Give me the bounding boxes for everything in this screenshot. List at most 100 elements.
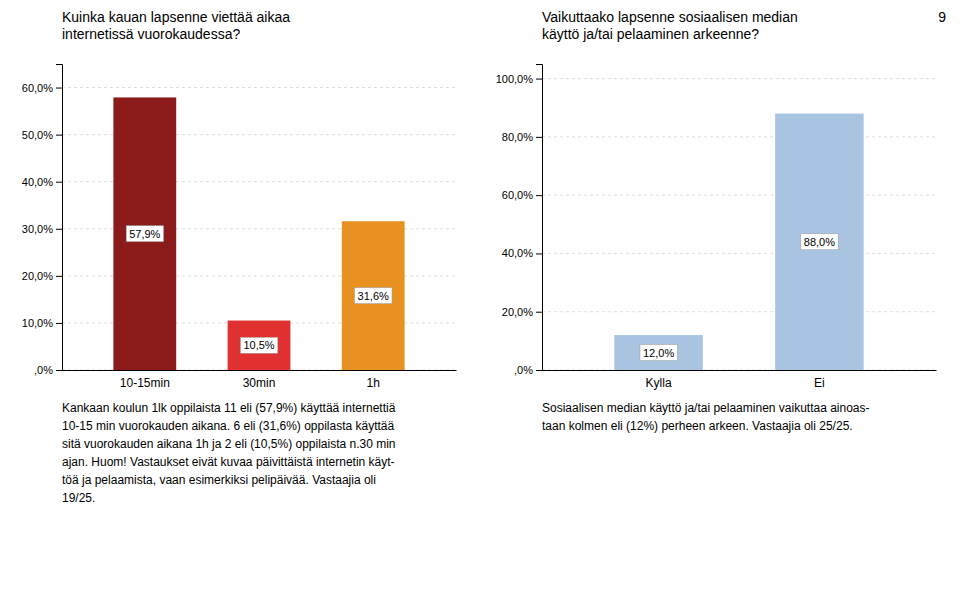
data-label-group: 57,9% [126, 226, 163, 242]
tick-label: 60,0% [502, 189, 533, 201]
grid-line [542, 78, 936, 79]
title-line: Kuinka kauan lapsenne viettää aikaa [62, 9, 290, 25]
tick-label: 80,0% [502, 131, 533, 143]
page-number: 9 [938, 9, 946, 25]
x-axis: 10-15min 30min 1h [63, 371, 457, 390]
caption: Kankaan koulun 1lk oppilaista 11 eli (57… [62, 401, 396, 505]
tick-mark [56, 88, 62, 89]
bar [342, 221, 405, 370]
tick-label: 10,0% [22, 317, 53, 329]
tick-label: 1h [367, 376, 380, 390]
tick-label: 10-15min [120, 376, 170, 390]
data-label: 10,5% [243, 339, 274, 351]
data-label-box [240, 337, 277, 353]
tick-mark [56, 370, 62, 371]
tick: 60,0% [22, 82, 62, 94]
grid-line [62, 87, 456, 88]
grid-line [542, 370, 936, 371]
data-label: 12,0% [643, 347, 674, 359]
chart-panel: ,0% 10,0% 20,0% 30,0% 40,0% 50,0% 60,0% 10-15mi… [22, 9, 457, 505]
tick: ,0% [514, 364, 542, 376]
caption-line: sitä vuorokauden aikana 1h ja 2 eli (10,… [62, 437, 396, 451]
chart-title: Vaikuttaako lapsenne sosiaalisen mediank… [542, 9, 798, 42]
tick: 40,0% [22, 176, 62, 188]
bar [775, 114, 863, 370]
tick-label: 20,0% [22, 270, 53, 282]
tick-label: 40,0% [22, 176, 53, 188]
data-label-group: 12,0% [640, 345, 677, 361]
data-labels: 57,9% 10,5% 31,6% [126, 226, 392, 354]
data-label-group: 31,6% [355, 288, 392, 304]
tick-mark [536, 312, 542, 313]
tick-label: Kylla [646, 376, 672, 390]
bar [228, 321, 291, 370]
tick: 50,0% [22, 129, 62, 141]
tick-mark [56, 182, 62, 183]
axis-line [536, 65, 543, 371]
y-axis: ,0% 20,0% 40,0% 60,0% 80,0% 100,0% [496, 65, 543, 377]
axis-line [63, 370, 457, 371]
tick-label: Ei [814, 376, 825, 390]
title-line: käyttö ja/tai pelaaminen arkeenne? [542, 26, 759, 42]
bar [113, 97, 176, 370]
tick: Kylla [646, 376, 672, 390]
tick: 60,0% [502, 189, 542, 201]
tick-label: 30,0% [22, 223, 53, 235]
caption-line: taan kolmen eli (12%) perheen arkeen. Va… [542, 419, 853, 433]
caption-line: Sosiaalisen median käyttö ja/tai pelaami… [542, 401, 870, 415]
grid-line [542, 195, 936, 196]
tick: 20,0% [22, 270, 62, 282]
grid-line [542, 136, 936, 137]
caption-line: 10-15 min vuorokauden aikana. 6 eli (31,… [62, 419, 395, 433]
axis-line [56, 65, 63, 371]
caption: Sosiaalisen median käyttö ja/tai pelaami… [542, 401, 870, 433]
chart-panel: ,0% 20,0% 40,0% 60,0% 80,0% 100,0% Kylla Ei 12,0… [496, 9, 937, 433]
tick-mark [56, 323, 62, 324]
tick: 80,0% [502, 131, 542, 143]
tick: 30min [243, 376, 276, 390]
data-label: 57,9% [129, 228, 160, 240]
data-label-box [640, 345, 677, 361]
tick: 10,0% [22, 317, 62, 329]
data-label-group: 88,0% [801, 234, 838, 250]
tick-mark [536, 79, 542, 80]
title-line: internetissä vuorokaudessa? [62, 26, 240, 42]
page: ,0% 10,0% 20,0% 30,0% 40,0% 50,0% 60,0% 10-15mi… [0, 0, 960, 600]
chart-title: Kuinka kauan lapsenne viettää aikaainter… [62, 9, 290, 42]
tick: ,0% [34, 364, 62, 376]
tick: 100,0% [496, 73, 542, 85]
tick: Ei [814, 376, 825, 390]
bars [614, 114, 863, 370]
data-label-box [355, 288, 392, 304]
title-line: Vaikuttaako lapsenne sosiaalisen median [542, 9, 798, 25]
tick: 20,0% [502, 306, 542, 318]
axis-line [543, 370, 937, 371]
tick-mark [56, 229, 62, 230]
data-label-group: 10,5% [240, 337, 277, 353]
tick-label: ,0% [34, 364, 53, 376]
tick: 30,0% [22, 223, 62, 235]
tick-label: 50,0% [22, 129, 53, 141]
tick: 1h [367, 376, 380, 390]
bars [113, 97, 404, 370]
caption-line: töä ja pelaamista, vaan esimerkiksi peli… [62, 473, 376, 487]
tick: 10-15min [120, 376, 170, 390]
tick-mark [56, 135, 62, 136]
tick-label: 60,0% [22, 82, 53, 94]
grid [542, 79, 936, 370]
tick-label: ,0% [514, 364, 533, 376]
tick-mark [536, 253, 542, 254]
grid [62, 88, 456, 370]
caption-line: Kankaan koulun 1lk oppilaista 11 eli (57… [62, 401, 396, 415]
data-label: 88,0% [804, 236, 835, 248]
tick: 40,0% [502, 247, 542, 259]
y-axis: ,0% 10,0% 20,0% 30,0% 40,0% 50,0% 60,0% [22, 65, 63, 377]
tick-label: 40,0% [502, 247, 533, 259]
tick-mark [536, 137, 542, 138]
grid-line [542, 311, 936, 312]
tick-label: 100,0% [496, 73, 534, 85]
caption-line: 19/25. [62, 491, 95, 505]
tick-mark [56, 276, 62, 277]
tick-mark [536, 370, 542, 371]
tick-label: 30min [243, 376, 276, 390]
